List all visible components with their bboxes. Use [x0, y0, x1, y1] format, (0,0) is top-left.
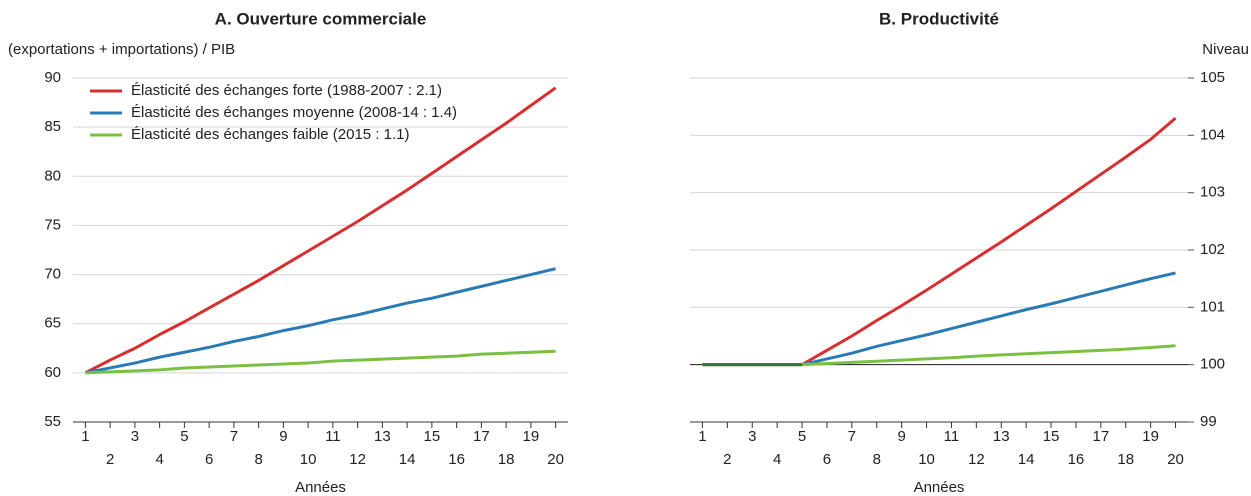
x-tick-label: 20 [1167, 451, 1184, 468]
series-line [702, 116, 1177, 367]
x-tick-label: 2 [723, 451, 731, 468]
x-axis-label: Années [914, 479, 965, 496]
x-tick-label: 6 [205, 451, 213, 468]
legend-label: Élasticité des échanges moyenne (2008-14… [131, 104, 457, 121]
series-line [85, 349, 556, 375]
x-tick-label: 18 [498, 451, 515, 468]
y-tick-label: 90 [44, 69, 61, 86]
x-tick-label: 6 [823, 451, 831, 468]
legend-label: Élasticité des échanges forte (1988-2007… [131, 82, 442, 99]
x-tick-label: 15 [1043, 428, 1060, 445]
x-tick-label: 13 [993, 428, 1010, 445]
x-tick-label: 5 [798, 428, 806, 445]
x-tick-label: 5 [180, 428, 188, 445]
y-tick-label: 102 [1200, 241, 1225, 258]
y-tick-label: 60 [44, 364, 61, 381]
x-tick-label: 2 [106, 451, 114, 468]
y-tick-label: 105 [1200, 69, 1225, 86]
series-line [702, 344, 1176, 367]
y-axis-label: (exportations + importations) / PIB [8, 41, 235, 58]
chart-title: A. Ouverture commerciale [215, 9, 427, 28]
y-tick-label: 70 [44, 266, 61, 283]
legend-label: Élasticité des échanges faible (2015 : 1… [131, 126, 410, 143]
series-line [85, 267, 556, 375]
x-tick-label: 10 [918, 451, 935, 468]
y-tick-label: 104 [1200, 126, 1225, 143]
y-tick-label: 100 [1200, 356, 1225, 373]
x-tick-label: 1 [698, 428, 706, 445]
x-tick-label: 15 [424, 428, 441, 445]
x-tick-label: 14 [399, 451, 416, 468]
x-tick-label: 17 [1093, 428, 1110, 445]
chart-title: B. Productivité [879, 9, 999, 28]
y-tick-label: 85 [44, 118, 61, 135]
x-tick-label: 17 [473, 428, 490, 445]
y-tick-label: 55 [44, 413, 61, 430]
x-tick-label: 13 [374, 428, 391, 445]
x-tick-label: 20 [547, 451, 564, 468]
x-tick-label: 19 [1142, 428, 1159, 445]
x-axis-label: Années [295, 479, 346, 496]
x-tick-label: 7 [230, 428, 238, 445]
y-tick-label: 103 [1200, 184, 1225, 201]
x-tick-label: 11 [325, 428, 341, 445]
x-tick-label: 4 [155, 451, 163, 468]
y-tick-label: 75 [44, 216, 61, 233]
x-tick-label: 1 [81, 428, 89, 445]
x-tick-label: 8 [254, 451, 262, 468]
y-tick-label: 65 [44, 315, 61, 332]
x-tick-label: 14 [1018, 451, 1035, 468]
x-tick-label: 3 [131, 428, 139, 445]
x-tick-label: 19 [523, 428, 540, 445]
x-tick-label: 12 [349, 451, 366, 468]
series-line [84, 86, 557, 375]
x-tick-label: 11 [944, 428, 960, 445]
x-tick-label: 4 [773, 451, 781, 468]
x-tick-label: 3 [748, 428, 756, 445]
y-axis-label: Niveau [1202, 41, 1249, 58]
x-tick-label: 12 [968, 451, 985, 468]
x-tick-label: 16 [1068, 451, 1085, 468]
x-tick-label: 9 [897, 428, 905, 445]
y-tick-label: 99 [1200, 413, 1217, 430]
y-tick-label: 80 [44, 167, 61, 184]
y-tick-label: 101 [1200, 298, 1225, 315]
x-tick-label: 8 [873, 451, 881, 468]
x-tick-label: 7 [848, 428, 856, 445]
x-tick-label: 10 [300, 451, 317, 468]
x-tick-label: 18 [1117, 451, 1134, 468]
x-tick-label: 16 [448, 451, 465, 468]
x-tick-label: 9 [279, 428, 287, 445]
